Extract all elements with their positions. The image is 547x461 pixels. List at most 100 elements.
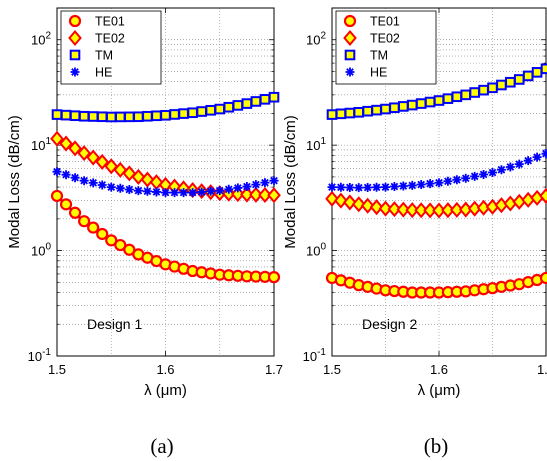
- interp-marker-tm: [87, 111, 99, 122]
- interp-marker-tm: [69, 110, 81, 121]
- legend-marker-te02: [68, 29, 82, 47]
- interp-marker-he: [151, 187, 161, 197]
- series-te01: [50, 189, 281, 284]
- interp-marker-tm: [335, 108, 347, 120]
- point-tm: [326, 109, 338, 120]
- legend-label-te02: TE02: [370, 32, 400, 46]
- x-tick-label: 1.5: [323, 362, 341, 377]
- interp-marker-te02: [68, 140, 82, 157]
- interp-marker-te01: [87, 221, 100, 234]
- interp-marker-te02: [441, 202, 455, 219]
- point-te01: [50, 189, 64, 203]
- interp-marker-tm: [344, 107, 356, 119]
- point-tm: [460, 89, 472, 101]
- interp-marker-he: [336, 182, 346, 192]
- interp-marker-he: [260, 178, 270, 188]
- legend-marker-tm: [344, 49, 356, 61]
- legend-label-tm: TM: [95, 49, 113, 63]
- interp-marker-tm: [362, 105, 373, 117]
- interp-marker-te02: [423, 202, 437, 219]
- panel-a: 10-1 100 101 102 1.5 1.6 1.7 TE01 TE02 TM HE Design…: [6, 7, 283, 458]
- interp-marker-he: [523, 156, 533, 166]
- interp-marker-tm: [96, 111, 108, 123]
- series-te01: [325, 271, 547, 299]
- point-he: [488, 168, 497, 178]
- interp-marker-te02: [396, 201, 411, 218]
- x-tick-label: 1.7: [265, 362, 283, 377]
- point-tm: [487, 82, 498, 94]
- legend-marker-te01: [68, 14, 82, 28]
- interp-marker-tm: [451, 91, 463, 103]
- interp-marker-tm: [196, 106, 207, 117]
- legend-marker-he: [345, 67, 355, 77]
- y-tick-label: 10-1: [28, 347, 52, 364]
- point-he: [161, 188, 170, 198]
- y-tick-label: 101: [31, 136, 51, 153]
- interp-marker-tm: [124, 111, 135, 123]
- series-he: [327, 149, 547, 193]
- interp-marker-he: [142, 186, 152, 196]
- legend-marker-te01: [343, 14, 357, 28]
- point-he: [434, 178, 444, 188]
- panel-caption: (a): [150, 434, 173, 458]
- legend: TE01 TE02 TM HE: [60, 10, 162, 85]
- point-tm: [105, 111, 117, 123]
- design-annotation: Design 2: [362, 316, 417, 332]
- interp-marker-he: [416, 180, 426, 190]
- point-te01: [105, 234, 118, 247]
- interp-marker-he: [505, 162, 515, 172]
- point-tm: [187, 107, 198, 119]
- y-tick-label: 100: [306, 242, 326, 259]
- point-tm: [513, 74, 525, 85]
- legend-marker-he: [70, 67, 80, 77]
- interp-marker-te02: [360, 197, 375, 214]
- interp-marker-tm: [424, 96, 436, 108]
- interp-marker-tm: [250, 96, 262, 107]
- interp-marker-tm: [389, 102, 400, 114]
- interp-marker-he: [197, 187, 207, 197]
- interp-marker-he: [389, 182, 399, 192]
- interp-marker-he: [97, 180, 107, 190]
- interp-marker-tm: [505, 76, 516, 88]
- y-axis-title: Modal Loss (dB/cm): [282, 115, 299, 248]
- point-he: [461, 173, 471, 183]
- legend-label-he: HE: [370, 66, 387, 80]
- interp-marker-he: [372, 182, 382, 192]
- point-te02: [240, 186, 254, 203]
- point-he: [269, 176, 279, 186]
- interp-marker-te02: [450, 201, 464, 218]
- interp-marker-he: [206, 186, 216, 196]
- x-tick-label: 1.7: [537, 362, 547, 377]
- interp-marker-te02: [369, 199, 384, 216]
- series-tm: [326, 63, 547, 120]
- interp-marker-tm: [371, 104, 382, 116]
- interp-marker-he: [532, 152, 542, 162]
- interp-marker-tm: [478, 84, 489, 96]
- x-tick-label: 1.6: [156, 362, 174, 377]
- point-tm: [268, 91, 280, 103]
- interp-marker-he: [170, 188, 180, 198]
- interp-marker-he: [470, 171, 480, 181]
- point-tm: [78, 110, 90, 122]
- point-te02: [378, 200, 393, 217]
- legend-label-te01: TE01: [95, 15, 125, 29]
- point-tm: [433, 95, 445, 106]
- interp-marker-he: [179, 188, 189, 198]
- point-he: [215, 186, 225, 196]
- interp-marker-tm: [259, 94, 271, 105]
- point-tm: [406, 99, 418, 111]
- interp-marker-he: [233, 183, 243, 193]
- y-axis-title: Modal Loss (dB/cm): [6, 115, 23, 248]
- y-tick-label: 100: [31, 242, 51, 259]
- interp-marker-te02: [343, 194, 357, 211]
- interp-marker-he: [443, 176, 453, 186]
- point-tm: [160, 109, 171, 121]
- interp-marker-he: [496, 165, 506, 175]
- interp-marker-he: [61, 170, 71, 180]
- interp-marker-he: [115, 183, 125, 193]
- interp-marker-te01: [59, 198, 73, 211]
- point-tm: [540, 63, 547, 75]
- interp-marker-tm: [223, 101, 235, 113]
- point-te02: [351, 196, 366, 213]
